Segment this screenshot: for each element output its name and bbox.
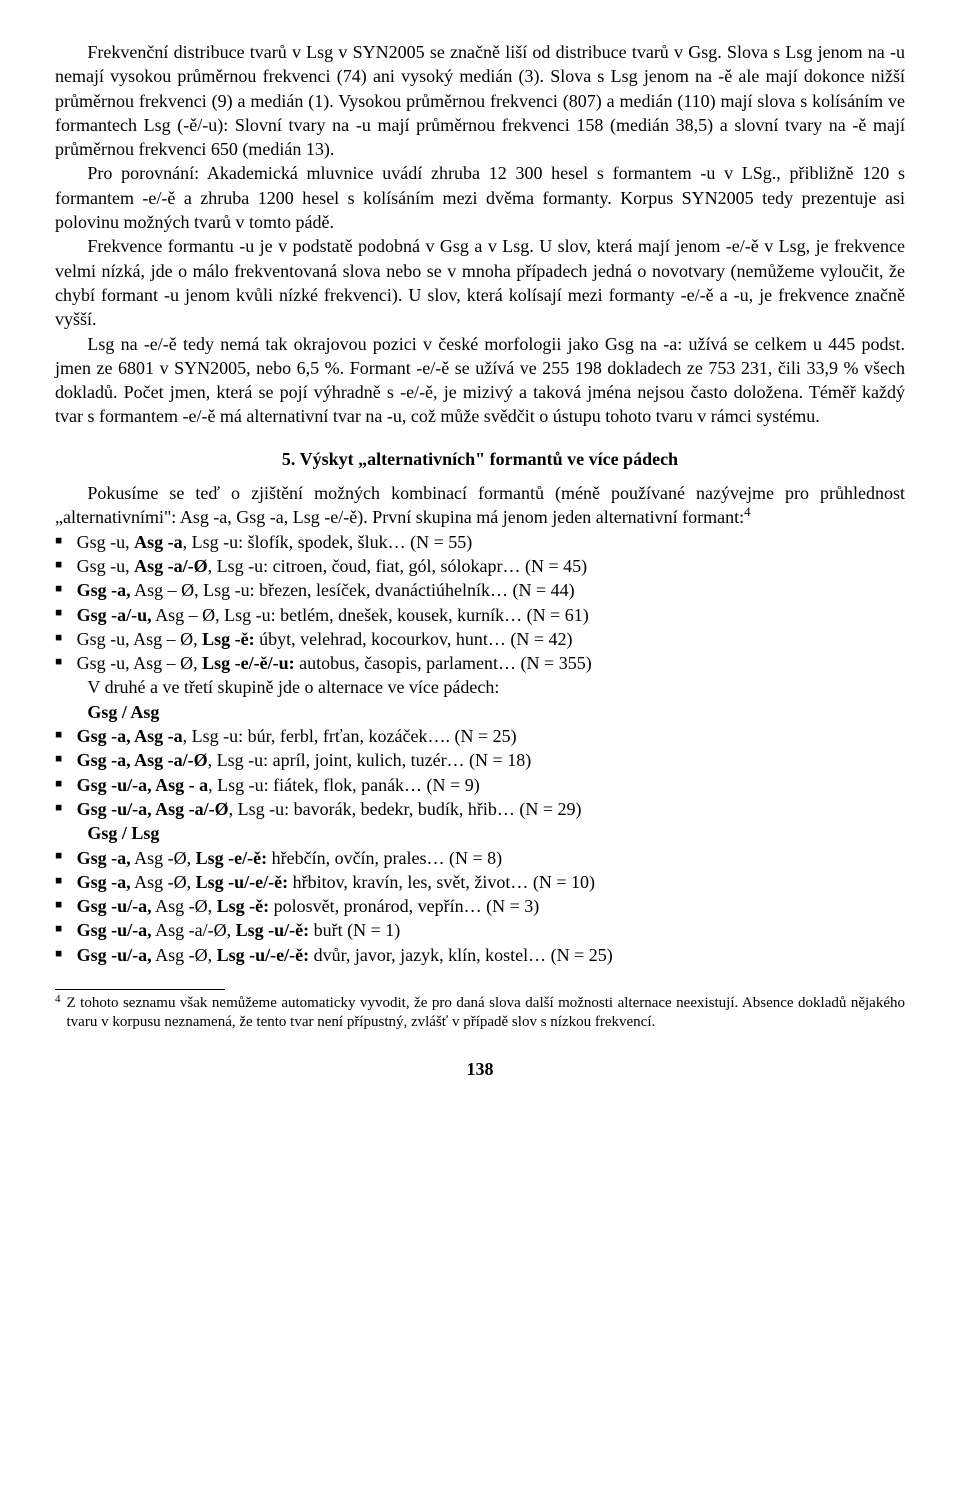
subhead-gsg-lsg: Gsg / Lsg xyxy=(55,821,905,845)
footnote-text: Z tohoto seznamu však nemůžeme automatic… xyxy=(67,994,906,1033)
list-item: Gsg -u, Asg – Ø, Lsg -e/-ě/-u: autobus, … xyxy=(55,651,905,675)
list-item: Gsg -u, Asg -a, Lsg -u: šlofík, spodek, … xyxy=(55,530,905,554)
page-number: 138 xyxy=(55,1057,905,1081)
list-item: Gsg -a, Asg -Ø, Lsg -e/-ě: hřebčín, ovčí… xyxy=(55,846,905,870)
paragraph-2: Pro porovnání: Akademická mluvnice uvádí… xyxy=(55,161,905,234)
bullet-list-3: Gsg -a, Asg -Ø, Lsg -e/-ě: hřebčín, ovčí… xyxy=(55,846,905,967)
list-item: Gsg -a, Asg -a/-Ø, Lsg -u: apríl, joint,… xyxy=(55,748,905,772)
list-item: Gsg -u, Asg – Ø, Lsg -ě: úbyt, velehrad,… xyxy=(55,627,905,651)
list-item: Gsg -u/-a, Asg -a/-Ø, Lsg -u: bavorák, b… xyxy=(55,797,905,821)
paragraph-4: Lsg na -e/-ě tedy nemá tak okrajovou poz… xyxy=(55,332,905,429)
list-item: Gsg -u/-a, Asg -a/-Ø, Lsg -u/-ě: buřt (N… xyxy=(55,918,905,942)
section-heading: 5. Výskyt „alternativních" formantů ve v… xyxy=(55,447,905,471)
subhead-1: V druhé a ve třetí skupině jde o alterna… xyxy=(55,675,905,699)
list-item: Gsg -u/-a, Asg -Ø, Lsg -ě: polosvět, pro… xyxy=(55,894,905,918)
footnote-number: 4 xyxy=(55,992,61,1031)
list-item: Gsg -u/-a, Asg -Ø, Lsg -u/-e/-ě: dvůr, j… xyxy=(55,943,905,967)
list-item: Gsg -a, Asg -a, Lsg -u: búr, ferbl, frťa… xyxy=(55,724,905,748)
subhead-gsg-asg: Gsg / Asg xyxy=(55,700,905,724)
footnote-ref: 4 xyxy=(744,504,750,519)
list-item: Gsg -u/-a, Asg - a, Lsg -u: fiátek, flok… xyxy=(55,773,905,797)
footnote: 4 Z tohoto seznamu však nemůžeme automat… xyxy=(55,994,905,1033)
bullet-list-1: Gsg -u, Asg -a, Lsg -u: šlofík, spodek, … xyxy=(55,530,905,676)
list-item: Gsg -a, Asg – Ø, Lsg -u: březen, lesíček… xyxy=(55,578,905,602)
list-item: Gsg -u, Asg -a/-Ø, Lsg -u: citroen, čoud… xyxy=(55,554,905,578)
paragraph-5-text: Pokusíme se teď o zjištění možných kombi… xyxy=(55,483,905,527)
paragraph-3: Frekvence formantu -u je v podstatě podo… xyxy=(55,234,905,331)
footnote-rule xyxy=(55,989,225,990)
paragraph-1: Frekvenční distribuce tvarů v Lsg v SYN2… xyxy=(55,40,905,161)
list-item: Gsg -a, Asg -Ø, Lsg -u/-e/-ě: hřbitov, k… xyxy=(55,870,905,894)
paragraph-5: Pokusíme se teď o zjištění možných kombi… xyxy=(55,481,905,530)
list-item: Gsg -a/-u, Asg – Ø, Lsg -u: betlém, dneš… xyxy=(55,603,905,627)
bullet-list-2: Gsg -a, Asg -a, Lsg -u: búr, ferbl, frťa… xyxy=(55,724,905,821)
